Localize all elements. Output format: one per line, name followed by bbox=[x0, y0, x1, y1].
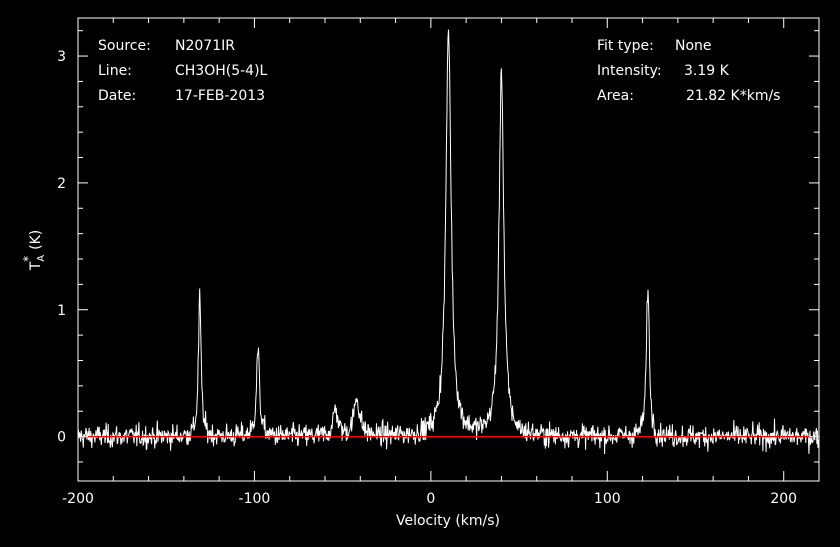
chart-marks bbox=[77, 29, 819, 455]
line-value: CH3OH(5-4)L bbox=[175, 63, 268, 79]
y-axis-label-unit: (K) bbox=[28, 230, 44, 250]
axis-tick-labels: -200 -100 0 100 200 0 1 2 3 bbox=[57, 49, 797, 507]
x-tick-label: 100 bbox=[594, 491, 621, 507]
source-label: Source: bbox=[98, 38, 151, 54]
y-axis-label-sup: * bbox=[21, 256, 35, 262]
area-label: Area: bbox=[597, 88, 634, 104]
x-tick-label: -100 bbox=[239, 491, 271, 507]
y-tick-label: 2 bbox=[57, 176, 66, 192]
intensity-label: Intensity: bbox=[597, 63, 662, 79]
svg-text:TA*(K): TA* (K) bbox=[21, 230, 47, 272]
plot-frame bbox=[77, 17, 820, 482]
y-axis-label: TA* (K) bbox=[21, 230, 47, 272]
spectrum-line bbox=[77, 29, 819, 455]
x-axis-label: Velocity (km/s) bbox=[396, 513, 500, 529]
y-tick-label: 0 bbox=[57, 430, 66, 446]
date-label: Date: bbox=[98, 88, 136, 104]
axis-ticks bbox=[77, 18, 820, 481]
y-tick-label: 3 bbox=[57, 49, 66, 65]
line-label: Line: bbox=[98, 63, 132, 79]
fit-type-value: None bbox=[675, 38, 712, 54]
x-tick-label: -200 bbox=[62, 491, 94, 507]
fit-type-label: Fit type: bbox=[597, 38, 654, 54]
x-tick-label: 200 bbox=[770, 491, 797, 507]
y-tick-label: 1 bbox=[57, 303, 66, 319]
area-value: 21.82 K*km/s bbox=[686, 88, 780, 104]
y-axis-label-main: T bbox=[28, 261, 44, 271]
intensity-value: 3.19 K bbox=[684, 63, 730, 79]
x-tick-label: 0 bbox=[426, 491, 435, 507]
y-axis-label-sub: A bbox=[36, 255, 47, 262]
source-value: N2071IR bbox=[175, 38, 235, 54]
date-value: 17-FEB-2013 bbox=[175, 88, 265, 104]
